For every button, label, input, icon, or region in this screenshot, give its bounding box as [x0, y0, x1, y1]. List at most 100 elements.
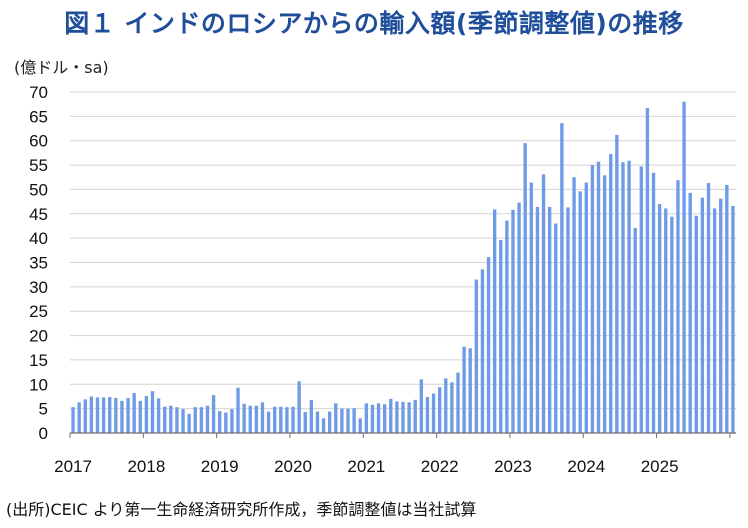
- bar: [547, 206, 552, 433]
- bar: [187, 414, 191, 433]
- x-tick-label: 2023: [494, 457, 532, 476]
- bar: [303, 412, 307, 433]
- bar: [108, 396, 112, 433]
- bar: [285, 407, 289, 433]
- bar: [719, 198, 723, 433]
- bar: [156, 398, 161, 433]
- bar: [651, 172, 656, 433]
- bar: [401, 401, 405, 433]
- y-tick-label: 20: [29, 327, 48, 346]
- bar: [621, 162, 625, 433]
- bar: [474, 279, 478, 433]
- y-axis-unit-label: (億ドル・sa): [14, 58, 109, 77]
- bar: [462, 346, 466, 433]
- bar: [346, 408, 350, 433]
- bar: [382, 404, 387, 433]
- bar: [358, 418, 362, 433]
- bar: [340, 408, 344, 433]
- bar: [315, 411, 320, 433]
- bar: [230, 409, 234, 433]
- bar: [328, 411, 332, 433]
- bar: [120, 400, 124, 433]
- bar: [419, 379, 424, 433]
- bar: [492, 209, 497, 433]
- bar: [694, 215, 698, 433]
- bar: [645, 108, 650, 433]
- bar: [584, 182, 588, 433]
- x-tick-label: 2018: [127, 457, 165, 476]
- bar: [224, 412, 228, 433]
- y-tick-label: 15: [29, 351, 48, 370]
- bar: [499, 240, 503, 433]
- bar: [218, 411, 222, 433]
- bar: [633, 227, 637, 433]
- bar: [700, 197, 705, 433]
- bar: [364, 403, 369, 433]
- bar: [657, 204, 662, 433]
- bar: [529, 182, 533, 433]
- bar: [615, 134, 619, 433]
- bar: [193, 407, 197, 433]
- bar: [468, 348, 472, 433]
- bar: [541, 174, 546, 433]
- y-tick-label: 10: [29, 375, 48, 394]
- bar: [132, 393, 136, 433]
- bar: [505, 220, 509, 433]
- y-tick-label: 25: [29, 302, 48, 321]
- y-tick-label: 65: [29, 107, 48, 126]
- bar: [297, 381, 301, 433]
- bar: [706, 183, 711, 433]
- bar: [670, 216, 674, 433]
- bar: [334, 403, 338, 433]
- bar: [725, 185, 729, 433]
- bar: [560, 123, 564, 434]
- bar: [609, 153, 613, 433]
- y-tick-label: 35: [29, 254, 48, 273]
- y-tick-label: 70: [29, 83, 48, 102]
- bar: [596, 161, 601, 433]
- bar: [181, 409, 185, 433]
- source-note: (出所)CEIC より第一生命経済研究所作成，季節調整値は当社試算: [6, 500, 477, 519]
- y-tick-label: 30: [29, 278, 48, 297]
- bar: [150, 391, 155, 433]
- bar: [664, 208, 668, 433]
- bar: [236, 387, 240, 433]
- bar: [517, 202, 521, 433]
- bar: [352, 408, 356, 433]
- bar: [413, 399, 417, 433]
- bar: [602, 175, 607, 434]
- y-tick-label: 50: [29, 180, 48, 199]
- bar: [682, 101, 686, 434]
- bars: [71, 101, 735, 434]
- bar: [266, 411, 271, 433]
- x-tick-label: 2024: [567, 457, 605, 476]
- bar: [309, 399, 314, 433]
- bar: [535, 206, 540, 433]
- bar: [114, 397, 118, 433]
- bar: [425, 396, 430, 433]
- bar: [389, 398, 393, 433]
- bar: [126, 397, 130, 433]
- bar: [370, 404, 375, 433]
- bar: [486, 257, 491, 433]
- x-tick-label: 2025: [641, 457, 679, 476]
- bar: [95, 397, 100, 433]
- bar: [71, 407, 75, 433]
- bar: [456, 372, 460, 433]
- bar: [450, 382, 454, 433]
- bar: [376, 403, 381, 433]
- bar: [688, 192, 692, 433]
- x-tick-label: 2019: [201, 457, 239, 476]
- bar: [163, 406, 167, 433]
- bar: [254, 405, 259, 433]
- y-tick-label: 60: [29, 132, 48, 151]
- bar: [321, 418, 326, 433]
- bar: [480, 269, 485, 433]
- bar: [242, 403, 246, 433]
- bar: [291, 406, 295, 433]
- y-tick-label: 5: [39, 400, 48, 419]
- bar: [273, 406, 277, 433]
- bar: [199, 407, 204, 433]
- bar: [511, 209, 515, 433]
- bar: [566, 207, 570, 433]
